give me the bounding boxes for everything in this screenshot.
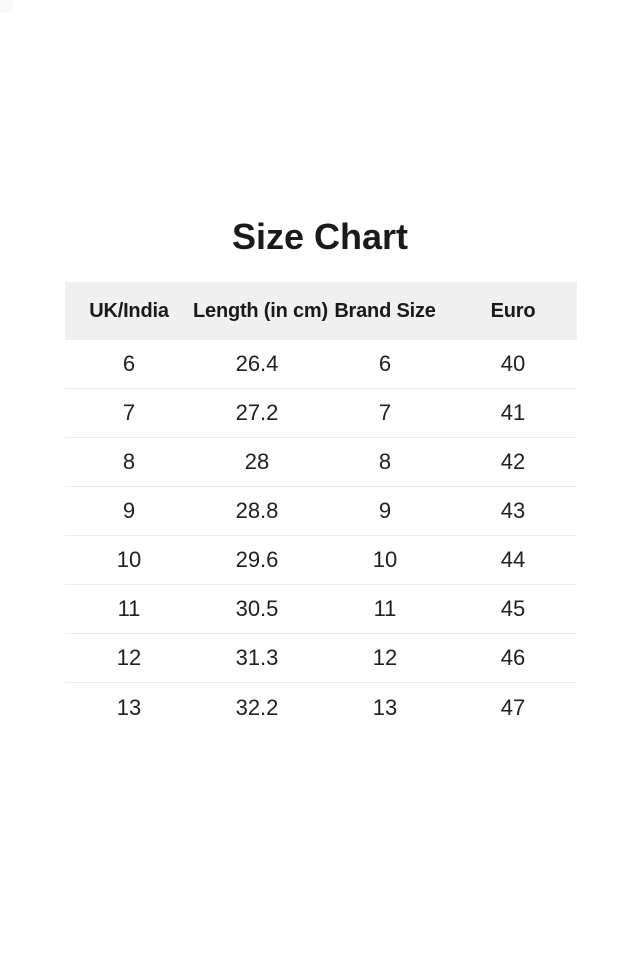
table-row: 11 30.5 11 45 xyxy=(65,585,577,634)
cell-brand-size: 13 xyxy=(372,694,398,720)
cell-uk-india: 12 xyxy=(116,645,142,670)
cell-euro: 46 xyxy=(500,645,526,670)
column-header-uk-india: UK/India xyxy=(89,299,169,322)
cell-euro: 40 xyxy=(500,351,526,376)
cell-uk-india: 6 xyxy=(122,351,136,376)
table-row: 9 28.8 9 43 xyxy=(65,487,577,536)
column-header-euro: Euro xyxy=(490,299,536,322)
cell-brand-size: 11 xyxy=(373,596,397,621)
cell-uk-india: 10 xyxy=(116,547,142,572)
cell-brand-size: 8 xyxy=(378,449,392,474)
cell-uk-india: 9 xyxy=(122,498,136,523)
cell-length-cm: 26.4 xyxy=(235,351,279,376)
cell-length-cm: 30.5 xyxy=(235,596,279,621)
cell-length-cm: 28 xyxy=(244,449,270,474)
table-row: 7 27.2 7 41 xyxy=(65,389,577,438)
size-chart-table: UK/India Length (in cm) Brand Size Euro … xyxy=(65,282,577,732)
cell-length-cm: 31.3 xyxy=(235,645,279,670)
page-title: Size Chart xyxy=(231,216,409,257)
table-row: 8 28 8 42 xyxy=(65,438,577,487)
cell-brand-size: 9 xyxy=(378,498,392,523)
cell-uk-india: 7 xyxy=(122,400,136,425)
corner-artifact xyxy=(0,0,13,13)
table-row: 13 32.2 13 47 xyxy=(65,683,577,732)
column-header-length-cm: Length (in cm) xyxy=(193,299,328,322)
table-row: 10 29.6 10 44 xyxy=(65,536,577,585)
table-header-row: UK/India Length (in cm) Brand Size Euro xyxy=(65,282,577,340)
table-row: 6 26.4 6 40 xyxy=(65,340,577,389)
cell-length-cm: 29.6 xyxy=(235,547,279,572)
cell-length-cm: 28.8 xyxy=(235,498,279,523)
cell-length-cm: 32.2 xyxy=(235,694,279,720)
table-row: 12 31.3 12 46 xyxy=(65,634,577,683)
cell-uk-india: 11 xyxy=(117,596,141,621)
cell-euro: 43 xyxy=(500,498,526,523)
cell-euro: 42 xyxy=(500,449,526,474)
cell-brand-size: 7 xyxy=(378,400,392,425)
cell-euro: 45 xyxy=(500,596,526,621)
cell-brand-size: 10 xyxy=(372,547,398,572)
cell-euro: 41 xyxy=(500,400,526,425)
cell-uk-india: 13 xyxy=(116,694,142,720)
cell-brand-size: 6 xyxy=(378,351,392,376)
cell-uk-india: 8 xyxy=(122,449,136,474)
cell-euro: 44 xyxy=(500,547,526,572)
cell-brand-size: 12 xyxy=(372,645,398,670)
cell-length-cm: 27.2 xyxy=(235,400,279,425)
cell-euro: 47 xyxy=(500,694,526,720)
column-header-brand-size: Brand Size xyxy=(334,299,436,322)
